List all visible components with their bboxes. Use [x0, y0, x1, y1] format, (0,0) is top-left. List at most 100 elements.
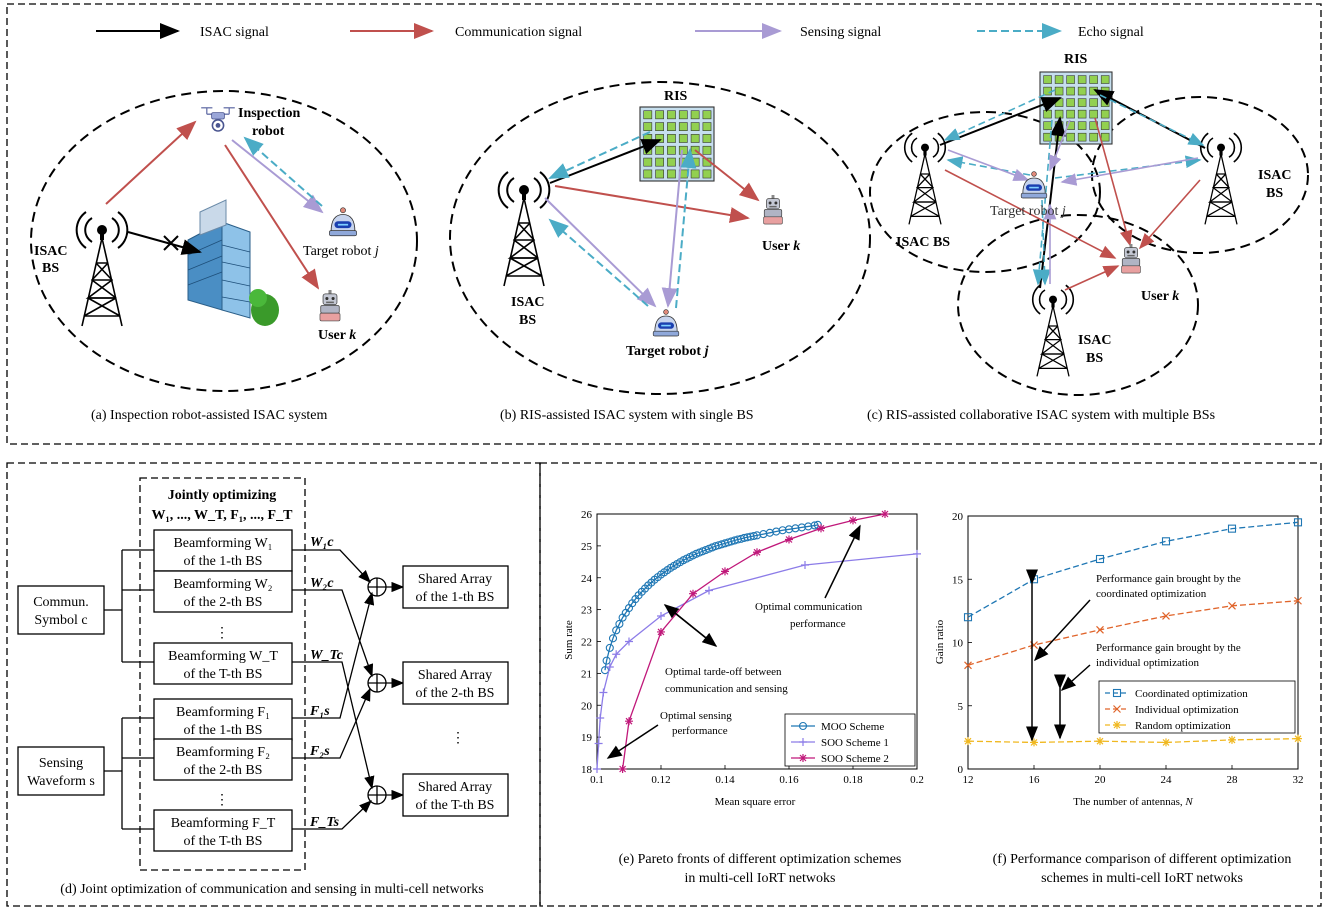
panel-a-target-label: Target robot j: [303, 244, 379, 259]
pareto-annot-sens-2: performance: [672, 725, 728, 737]
data-point: [1030, 738, 1038, 747]
gain-annot-indiv-2: individual optimization: [1096, 657, 1199, 669]
shared-array-bs: of the T-th BS: [416, 798, 495, 813]
panel-a-bs-label-2: BS: [42, 261, 59, 276]
data-point: [1228, 601, 1236, 610]
shared-array-title: Shared Array: [418, 572, 492, 587]
combiner-plus-signs: [368, 578, 386, 804]
gain-annot-indiv-1: Performance gain brought by the: [1096, 642, 1241, 654]
panel-b-user-label: User k: [762, 239, 800, 254]
beamforming-blocks: Beamforming W₁ of the 1-th BS W₁c Beamformi…: [153, 529, 344, 852]
x-tick-label: 28: [1227, 774, 1239, 786]
pareto-xlabel: Mean square error: [715, 796, 796, 808]
x-tick-label: 16: [1029, 774, 1041, 786]
x-tick-label: 0.18: [843, 774, 863, 786]
panel-c-caption: (c) RIS-assisted collaborative ISAC syst…: [867, 408, 1215, 423]
data-point: [1113, 705, 1121, 713]
panel-c-ris-label: RIS: [1064, 52, 1088, 67]
panel-b-bs-label-1: ISAC: [511, 295, 544, 310]
gain-xlabel: The number of antennas, N: [1073, 796, 1193, 808]
x-tick-label: 12: [963, 774, 974, 786]
panel-b-coverage-ellipse: [449, 81, 871, 395]
legend-entry: Random optimization: [1135, 720, 1231, 732]
data-point: [964, 737, 972, 746]
isac-bs-tower-icon: [75, 211, 129, 327]
beamforming-block-title: Beamforming W₁: [173, 536, 272, 551]
beamforming-block-title: Beamforming F₁: [176, 705, 270, 720]
panel-c-echo-arrow-2: [1099, 94, 1205, 146]
panel-b-comm-arrow-2: [694, 149, 760, 202]
panel-f-caption-2: schemes in multi-cell IoRT netwoks: [1041, 871, 1243, 886]
panel-b-sensing-arrow-2: [661, 149, 683, 308]
panel-c-user-label: User k: [1141, 289, 1179, 304]
y-tick-label: 22: [581, 637, 592, 649]
target-robot-icon: [1020, 171, 1048, 199]
panel-c-comm-arrow-3: [1064, 265, 1120, 291]
panel-c-bs-bottom-label-2: BS: [1086, 351, 1103, 366]
panel-c-sensing-arrow-2: [1060, 157, 1199, 186]
pareto-annot-trade-1: Optimal tarde-off between: [665, 666, 782, 678]
panel-a-coverage-ellipse: [30, 90, 418, 392]
panel-c-bs-right-label-2: BS: [1266, 186, 1283, 201]
panel-c-echo-arrow-6: [1054, 155, 1202, 179]
gain-ylabel: Gain ratio: [934, 619, 946, 664]
data-point: [798, 721, 808, 731]
pareto-ticks: 0.1 0.12 0.14 0.16 0.18 0.2 18 19 20 21 22 23 24 25 26: [581, 509, 924, 786]
pareto-annot-comm-2: performance: [790, 618, 846, 630]
comm-symbol-box: [17, 585, 105, 635]
panel-b-caption: (b) RIS-assisted ISAC system with single…: [500, 408, 754, 423]
panel-c-comm-arrow-1: [944, 169, 1117, 259]
data-point: [594, 739, 603, 748]
shared-array-box: [402, 565, 509, 609]
panel-c-cell-bottom: [957, 214, 1199, 396]
data-point: [1228, 735, 1236, 744]
panel-b-ris-label: RIS: [664, 89, 688, 104]
panel-c-bs-right-label-1: ISAC: [1258, 168, 1291, 183]
shared-array-title: Shared Array: [418, 780, 492, 795]
legend-echo-label: Echo signal: [1078, 25, 1144, 40]
beamforming-block: [153, 738, 293, 781]
legend-isac-label: ISAC signal: [200, 25, 269, 40]
data-point: [705, 586, 713, 595]
x-tick-label: 20: [1095, 774, 1107, 786]
x-tick-label: 32: [1293, 774, 1304, 786]
x-tick-label: 0.14: [715, 774, 735, 786]
beamforming-block-title: Beamforming W_T: [168, 649, 278, 664]
data-point: [1095, 554, 1105, 564]
panel-c-comm-arrow-2: [1138, 179, 1201, 250]
data-point: [963, 613, 973, 622]
shared-array-box: [402, 773, 509, 817]
data-point: [608, 634, 618, 643]
panel-a: ISAC BS Inspection robot Target robot j …: [30, 90, 418, 423]
data-point: [596, 714, 605, 722]
gain-ticks: 12 16 20 24 28 32 0 5 10 15 20: [952, 511, 1304, 786]
panel-b: RIS ISAC BS User k Target robot j (b) RI…: [449, 81, 871, 423]
data-point: [753, 548, 761, 557]
gain-series: [963, 518, 1303, 747]
panel-b-echo-arrow-2: [675, 148, 697, 309]
comm-symbol-label-2: Symbol c: [34, 613, 87, 628]
y-tick-label: 24: [581, 573, 593, 585]
y-tick-label: 21: [581, 668, 592, 680]
panel-b-echo-arrow-1: [548, 131, 651, 179]
beamforming-block: [153, 570, 293, 613]
data-point: [749, 531, 758, 541]
y-tick-label: 15: [952, 574, 964, 586]
sensing-waveform-label-1: Sensing: [39, 756, 83, 771]
data-point: [605, 663, 614, 671]
beamforming-output-label: F₁s: [309, 704, 330, 719]
legend-entry: Coordinated optimization: [1135, 688, 1248, 700]
routing-lines: [292, 549, 405, 830]
panel-c-sensing-arrow-1: [947, 149, 1030, 181]
beamforming-block-title: Beamforming F_T: [171, 816, 276, 831]
user-robot-icon: [319, 289, 341, 322]
gain-annot-coord-1: Performance gain brought by the: [1096, 573, 1241, 585]
beamforming-block-bs: of the 2-th BS: [184, 763, 263, 778]
y-tick-label: 18: [581, 764, 593, 776]
beamforming-block: [153, 809, 293, 852]
panel-c-target-label: Target robot j: [990, 204, 1066, 219]
panel-c-cell-right: [1091, 96, 1309, 254]
panel-d-caption: (d) Joint optimization of communication …: [60, 882, 483, 897]
panel-b-echo-arrow-3: [548, 218, 649, 307]
legend-sensing-label: Sensing signal: [800, 25, 881, 40]
